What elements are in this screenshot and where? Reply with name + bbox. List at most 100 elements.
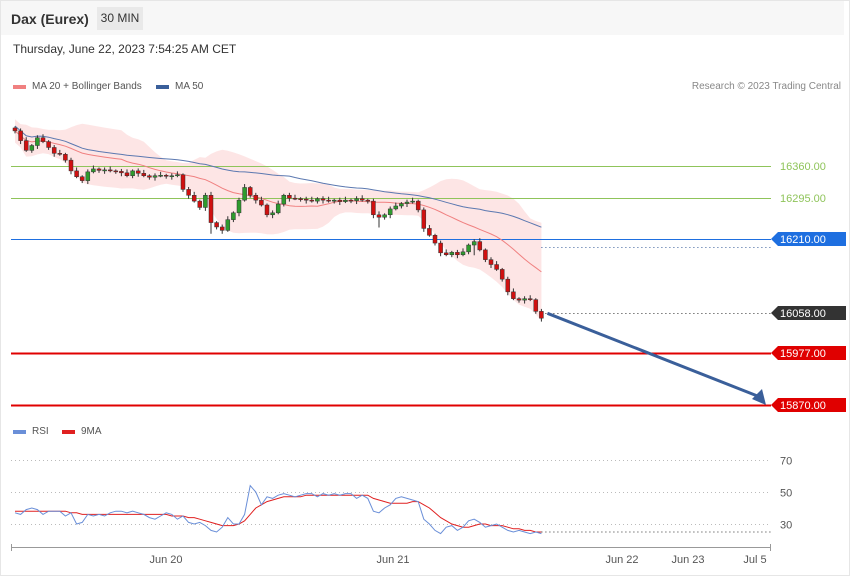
forecast-arrow-head: [752, 389, 766, 405]
candle: [180, 173, 186, 192]
candle-body: [371, 200, 376, 216]
research-credit: Research © 2023 Trading Central: [691, 81, 841, 92]
candle: [208, 191, 214, 234]
interval-badge[interactable]: 30 MIN: [97, 7, 143, 30]
candle: [421, 207, 427, 232]
candle: [214, 221, 219, 230]
candle-body: [29, 145, 35, 151]
candle: [399, 202, 404, 209]
candle-body: [163, 175, 169, 177]
candle: [225, 216, 231, 232]
candle-body: [197, 200, 203, 208]
candle-body: [186, 189, 191, 196]
candle-body: [275, 203, 281, 214]
instrument-title: Dax (Eurex): [11, 11, 89, 27]
legend-9ma-label: 9MA: [81, 426, 102, 437]
candle: [141, 169, 147, 178]
rsi-tick-label: 70: [780, 456, 792, 468]
candle-body: [443, 252, 449, 256]
candle: [35, 135, 40, 149]
candle: [415, 199, 421, 213]
candle: [113, 169, 119, 174]
candle-body: [281, 195, 287, 205]
candle-body: [51, 147, 57, 154]
candle-body: [343, 199, 348, 202]
candle: [533, 298, 539, 314]
candle-body: [309, 199, 315, 202]
candle-body: [259, 199, 264, 206]
candle: [40, 134, 46, 144]
candle-body: [359, 198, 365, 201]
candle-body: [432, 235, 438, 244]
candle-body: [298, 198, 303, 200]
candle: [18, 128, 23, 145]
candle-body: [337, 199, 343, 202]
candle: [12, 126, 18, 134]
candle: [477, 238, 483, 252]
candle-body: [477, 241, 483, 251]
candle-body: [494, 264, 499, 270]
candle: [404, 199, 410, 207]
candle: [264, 203, 270, 218]
candle: [79, 175, 85, 184]
candle: [119, 168, 124, 177]
candle: [63, 152, 68, 163]
candle-body: [141, 173, 147, 177]
x-tick-label: Jun 22: [605, 554, 638, 566]
candle: [511, 288, 516, 301]
price-tag-resistance: 16295.00: [780, 193, 826, 205]
candle: [163, 173, 169, 179]
candle: [359, 195, 365, 202]
price-tag-bg: [771, 306, 846, 320]
candle: [169, 173, 175, 180]
candle: [242, 184, 247, 202]
candle-body: [365, 199, 371, 202]
forecast-arrow-shaft: [546, 311, 761, 399]
timestamp: Thursday, June 22, 2023 7:54:25 AM CET: [13, 42, 237, 56]
candle: [152, 173, 158, 181]
candle-body: [421, 209, 427, 229]
price-tag-support: 15977.00: [771, 346, 846, 360]
candle-body: [68, 159, 74, 172]
candle: [107, 166, 113, 173]
legend-9ma: 9MA: [62, 426, 102, 437]
candle-body: [63, 154, 68, 161]
candle: [29, 144, 35, 153]
candle-body: [124, 172, 130, 177]
candle-body: [225, 219, 231, 231]
candle-body: [466, 244, 471, 253]
candle-body: [152, 175, 158, 178]
candle-body: [404, 201, 410, 204]
candle-body: [438, 242, 443, 254]
candle: [292, 194, 298, 201]
candle-body: [511, 291, 516, 299]
candle: [197, 199, 203, 210]
candle-body: [264, 204, 270, 216]
candle-body: [12, 127, 18, 132]
candle: [91, 165, 96, 174]
candle: [354, 196, 359, 205]
candle: [499, 267, 505, 282]
candle-body: [393, 205, 399, 210]
candle-body: [516, 298, 522, 301]
candle: [191, 191, 197, 203]
legend-ma50: MA 50: [156, 81, 203, 92]
candle: [85, 169, 91, 185]
legend-rsi-label: RSI: [32, 426, 49, 437]
candle: [348, 198, 354, 204]
candle-body: [236, 199, 242, 214]
candle-body: [376, 214, 382, 218]
legend-ma50-label: MA 50: [175, 81, 204, 92]
price-tag-label: 16295.00: [780, 193, 826, 205]
candle-body: [242, 187, 247, 201]
candle: [57, 149, 63, 156]
candle: [130, 169, 135, 179]
candle: [432, 233, 438, 246]
candle: [231, 211, 236, 223]
legend-ma20: MA 20 + Bollinger Bands: [13, 81, 142, 92]
candle: [427, 225, 432, 237]
candle-body: [505, 278, 511, 293]
candle-body: [354, 198, 359, 201]
